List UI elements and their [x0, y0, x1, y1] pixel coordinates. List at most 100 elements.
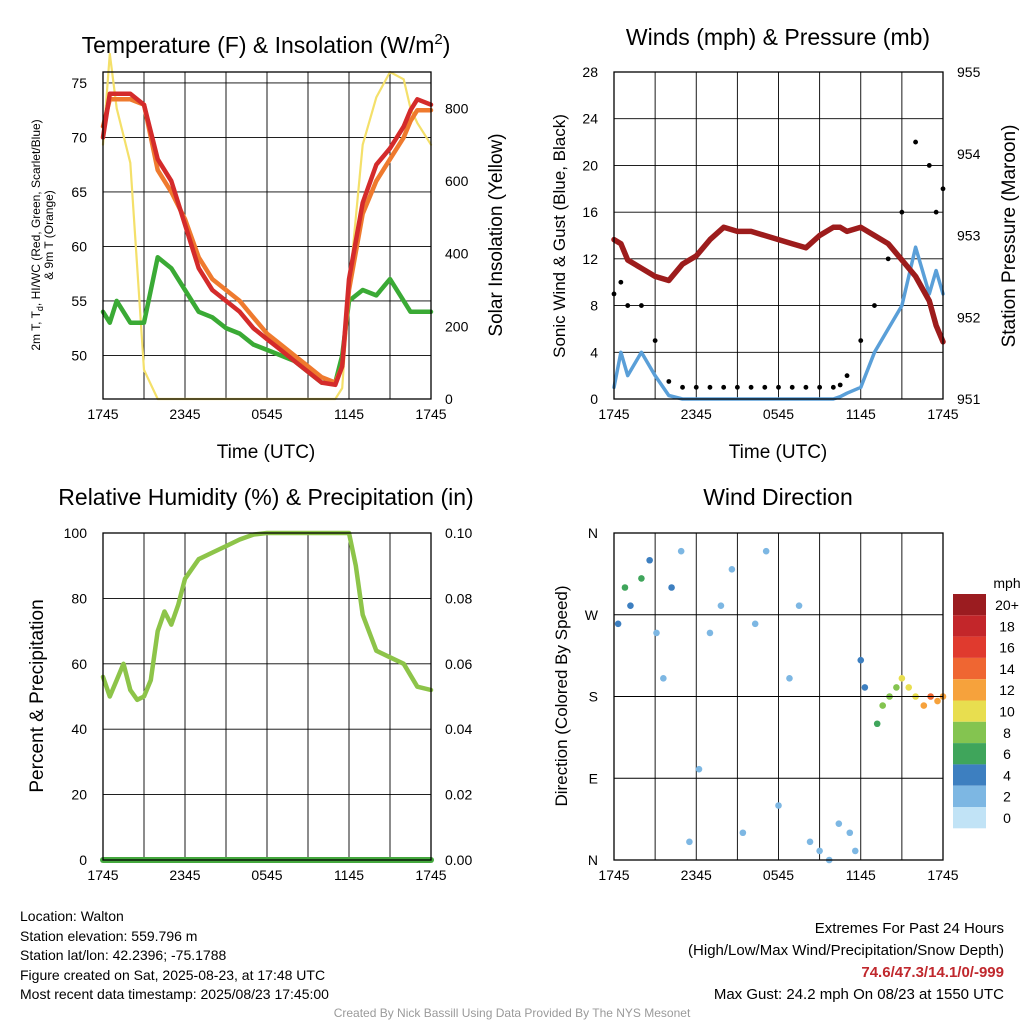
- figure-created: Figure created on Sat, 2025-08-23, at 17…: [20, 966, 326, 983]
- x-tick-label: 1745: [415, 406, 446, 422]
- gust-point: [872, 303, 877, 308]
- gust-point: [837, 382, 843, 388]
- direction-point: [893, 684, 900, 691]
- station-location: Location: Walton: [20, 908, 124, 924]
- series-line-2: [611, 224, 946, 345]
- legend-swatch: [953, 764, 986, 786]
- station-elevation: Station elevation: 559.796 m: [20, 927, 198, 944]
- direction-point: [762, 547, 770, 555]
- direction-panel-title: Wind Direction: [703, 484, 853, 510]
- gust-point: [734, 384, 740, 390]
- x-tick-label: 1745: [598, 406, 629, 422]
- extremes-values: 74.6/47.3/14.1/0/-999: [861, 964, 1004, 981]
- y-left-tick-label: 28: [582, 64, 598, 80]
- y-left-tick-label: 55: [71, 293, 87, 309]
- y-left-tick-label: 70: [71, 129, 87, 145]
- extremes-block: Extremes For Past 24 Hours (High/Low/Max…: [688, 918, 1004, 1006]
- y-left-tick-label: 4: [590, 344, 598, 360]
- gust-point: [707, 384, 713, 390]
- legend-label: 10: [999, 704, 1015, 720]
- humidity-panel-title: Relative Humidity (%) & Precipitation (i…: [58, 484, 473, 510]
- temperature-left-axis-label: 2m T, Td, HI/WC (Red, Green, Scarlet/Blu…: [29, 119, 56, 350]
- direction-point: [920, 702, 928, 709]
- y-left-tick-label: 60: [71, 238, 87, 254]
- chart-panel-2: 1745 2345 0545 1145 17450204060801000.000.02…: [64, 525, 473, 883]
- y-left-tick-label: 75: [71, 75, 87, 91]
- x-tick-label: 1145: [846, 867, 876, 883]
- credit-line: Created By Nick Bassill Using Data Provi…: [333, 1006, 691, 1020]
- chart-panel-1: 1745 2345 0545 1145 174504812162024289519529…: [582, 64, 980, 422]
- y-right-tick-label: 0.10: [445, 525, 472, 541]
- gust-point: [789, 384, 795, 390]
- y-right-tick-label: 0.06: [445, 656, 472, 672]
- legend-swatch: [953, 594, 986, 616]
- winds-panel-title: Winds (mph) & Pressure (mb): [626, 24, 930, 50]
- series-line-0: [100, 91, 434, 388]
- legend-label: 2: [1003, 789, 1011, 805]
- y-left-tick-label: 12: [582, 251, 598, 267]
- y-left-tick-label: 60: [71, 656, 87, 672]
- legend-swatch: [953, 807, 986, 829]
- direction-point: [861, 684, 869, 691]
- gust-point: [639, 303, 644, 308]
- recent-timestamp: Most recent data timestamp: 2025/08/23 1…: [20, 986, 329, 1002]
- direction-point: [873, 720, 881, 728]
- direction-point: [806, 838, 814, 846]
- y-right-tick-label: 200: [445, 318, 469, 334]
- legend-swatch: [953, 657, 986, 680]
- series-line-1: [100, 255, 434, 385]
- direction-point: [751, 620, 759, 628]
- direction-point: [695, 765, 703, 773]
- extremes-subheading: (High/Low/Max Wind/Precipitation/Snow De…: [688, 942, 1004, 959]
- direction-point: [835, 820, 843, 827]
- legend-label: 16: [999, 640, 1015, 656]
- direction-point: [846, 829, 854, 837]
- y-right-tick-label: 953: [957, 228, 981, 244]
- direction-point: [627, 602, 634, 609]
- legend-swatch: [953, 700, 986, 722]
- temperature-x-axis-label: Time (UTC): [217, 442, 316, 463]
- y-left-tick-label: 100: [64, 525, 88, 541]
- direction-point: [795, 602, 803, 609]
- y-left-tick-label: 0: [590, 391, 598, 407]
- x-tick-label: 2345: [169, 867, 200, 883]
- direction-point: [653, 629, 660, 637]
- y-left-tick-label: 50: [71, 347, 87, 363]
- direction-point: [660, 675, 667, 682]
- gust-point: [913, 139, 918, 145]
- max-gust: Max Gust: 24.2 mph On 08/23 at 1550 UTC: [713, 986, 1004, 1003]
- gust-point: [844, 373, 850, 379]
- x-tick-label: 2345: [681, 406, 712, 422]
- humidity-left-axis-label: Percent & Precipitation: [27, 599, 48, 792]
- direction-tick-label: S: [589, 689, 598, 705]
- legend-label: 14: [999, 661, 1015, 677]
- x-tick-label: 0545: [763, 867, 794, 883]
- station-latlon: Station lat/lon: 42.2396; -75.1788: [20, 947, 227, 963]
- y-right-tick-label: 0.04: [445, 721, 472, 737]
- gust-point: [885, 256, 891, 262]
- legend-swatch: [953, 636, 986, 658]
- plot-frame: [613, 71, 944, 400]
- legend-title: mph: [993, 575, 1020, 591]
- x-tick-label: 1745: [927, 867, 958, 883]
- station-info: Location: Walton Station elevation: 559.…: [20, 907, 329, 1005]
- gust-point: [933, 209, 939, 215]
- y-right-tick-label: 0.00: [445, 852, 472, 868]
- direction-point: [686, 838, 693, 846]
- winds-x-axis-label: Time (UTC): [729, 442, 828, 463]
- charts-layer: 1745 2345 0545 1145 174550556065707502004006…: [64, 52, 981, 883]
- legend-label: 8: [1003, 725, 1011, 741]
- direction-point: [851, 847, 859, 855]
- legend-swatch: [953, 785, 986, 807]
- y-right-tick-label: 800: [445, 100, 469, 116]
- speed-color-legend: mph 20+ 18 16 14 12 10 8 6 4 2 0: [953, 575, 1021, 829]
- direction-point: [614, 620, 622, 628]
- gust-point: [680, 384, 685, 390]
- legend-label: 6: [1003, 746, 1011, 762]
- gust-point: [817, 384, 823, 390]
- x-tick-label: 1145: [846, 406, 876, 422]
- winds-right-axis-label: Station Pressure (Maroon): [999, 125, 1020, 348]
- gust-point: [776, 384, 781, 390]
